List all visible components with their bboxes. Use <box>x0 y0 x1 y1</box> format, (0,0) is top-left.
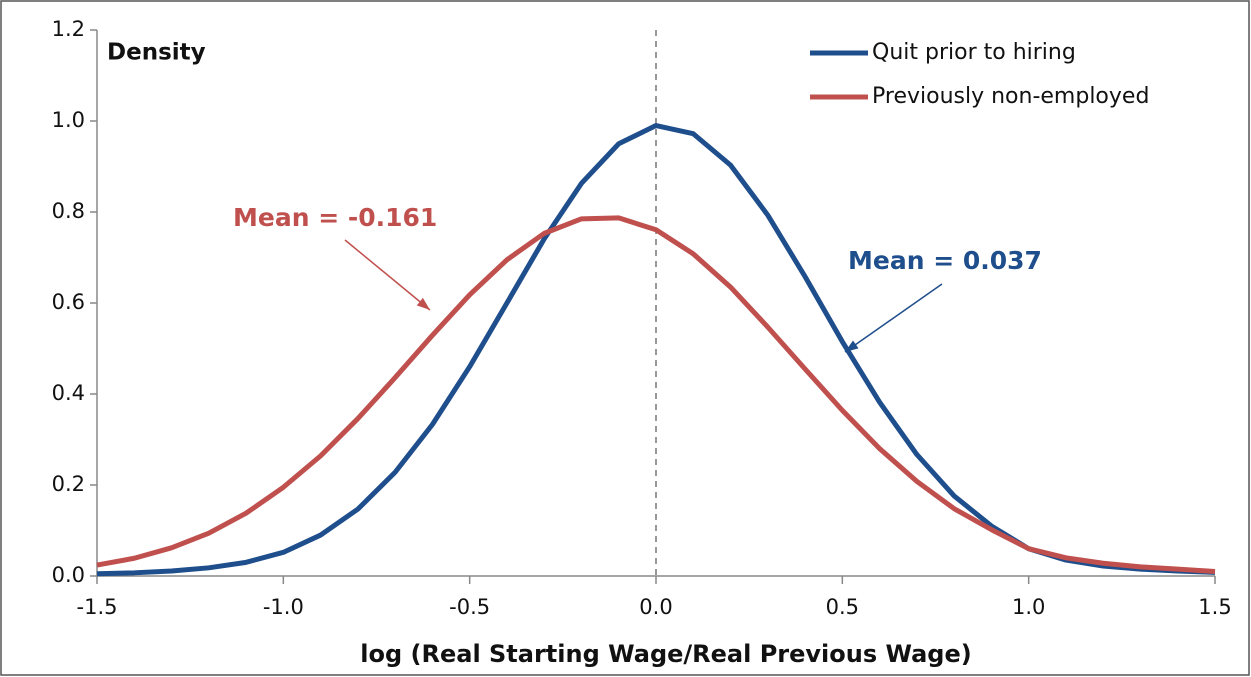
x-tick-label: 0.5 <box>826 595 859 619</box>
annotation: Mean = 0.037 <box>848 246 1042 275</box>
y-tick-label: 1.2 <box>52 17 85 41</box>
legend-label: Quit prior to hiring <box>872 40 1076 65</box>
x-tick-label: 1.5 <box>1198 595 1231 619</box>
annotation-arrow <box>844 283 943 353</box>
y-tick-label: 0.4 <box>52 381 85 405</box>
series-line <box>96 215 1216 574</box>
x-tick-label: -0.5 <box>449 595 490 619</box>
x-tick-label: -1.5 <box>77 595 118 619</box>
y-axis-label: Density <box>107 40 206 66</box>
annotation-arrowhead <box>845 340 859 352</box>
y-tick-label: 1.0 <box>52 108 85 132</box>
annotation: Mean = -0.161 <box>233 203 437 232</box>
x-axis-label: log (Real Starting Wage/Real Previous Wa… <box>360 640 971 668</box>
annotation-arrow <box>344 239 431 311</box>
y-tick-label: 0.8 <box>52 199 85 223</box>
x-tick-label: 1.0 <box>1012 595 1045 619</box>
y-tick-label: 0.2 <box>52 472 85 496</box>
legend-label: Previously non-employed <box>872 84 1149 109</box>
annotation-arrowhead <box>416 297 430 310</box>
y-tick-label: 0.0 <box>52 563 85 587</box>
x-tick-label: 0.0 <box>639 595 672 619</box>
y-tick-label: 0.6 <box>52 290 85 314</box>
x-tick-label: -1.0 <box>263 595 304 619</box>
